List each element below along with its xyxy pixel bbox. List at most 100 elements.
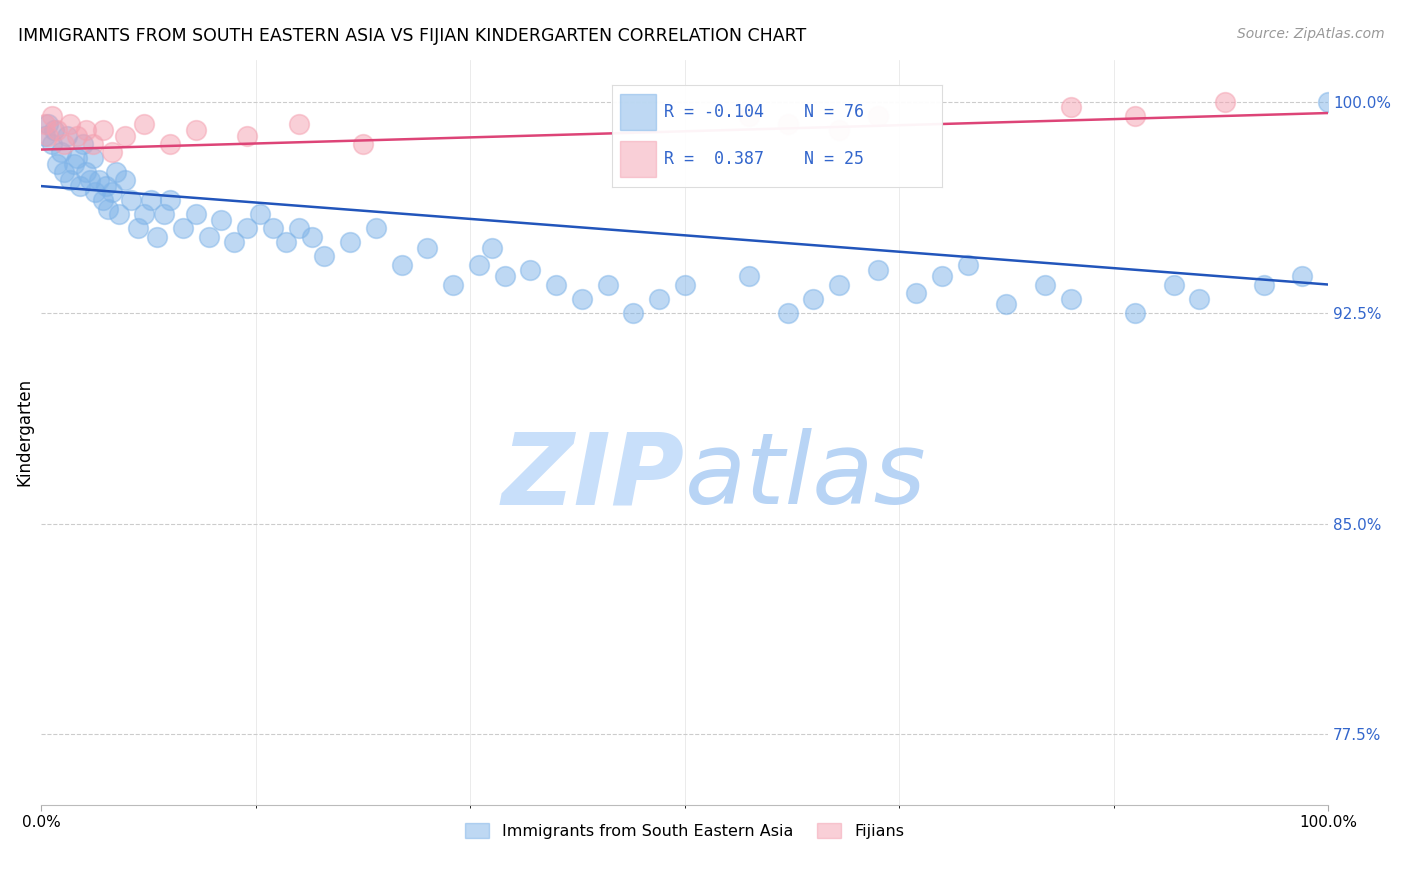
Point — [287, 117, 309, 131]
Point — [49, 145, 72, 160]
Point — [134, 207, 156, 221]
Text: R = -0.104    N = 76: R = -0.104 N = 76 — [665, 103, 865, 121]
Point — [828, 277, 851, 292]
Point — [44, 123, 66, 137]
Point — [416, 241, 439, 255]
Point — [1188, 292, 1211, 306]
Point — [197, 229, 219, 244]
Point — [262, 221, 284, 235]
Point — [519, 263, 541, 277]
Point — [184, 207, 207, 221]
Point — [776, 305, 799, 319]
Point — [1033, 277, 1056, 292]
Point — [287, 221, 309, 235]
Point — [1291, 269, 1313, 284]
Point — [236, 128, 259, 143]
Point — [931, 269, 953, 284]
Point — [1123, 305, 1146, 319]
Point — [1163, 277, 1185, 292]
Point — [79, 173, 101, 187]
Point — [146, 229, 169, 244]
Point — [97, 202, 120, 216]
Point — [866, 263, 889, 277]
Point — [159, 136, 181, 151]
Point — [1060, 292, 1083, 306]
Point — [364, 221, 387, 235]
Point — [82, 136, 104, 151]
Point — [571, 292, 593, 306]
Point — [41, 109, 63, 123]
Text: IMMIGRANTS FROM SOUTH EASTERN ASIA VS FIJIAN KINDERGARTEN CORRELATION CHART: IMMIGRANTS FROM SOUTH EASTERN ASIA VS FI… — [18, 27, 807, 45]
Point — [738, 269, 761, 284]
FancyBboxPatch shape — [620, 141, 657, 177]
Point — [114, 173, 136, 187]
Point — [114, 128, 136, 143]
Point — [494, 269, 516, 284]
Point — [391, 258, 413, 272]
Point — [1253, 277, 1275, 292]
Point — [172, 221, 194, 235]
Point — [91, 123, 114, 137]
Point — [89, 173, 111, 187]
Point — [37, 128, 59, 143]
Point — [59, 173, 82, 187]
Point — [53, 136, 76, 151]
Point — [152, 207, 174, 221]
Point — [274, 235, 297, 250]
Point — [481, 241, 503, 255]
Point — [441, 277, 464, 292]
Point — [94, 179, 117, 194]
Point — [75, 165, 97, 179]
Point — [120, 193, 142, 207]
Point — [314, 249, 336, 263]
Point — [828, 123, 851, 137]
Point — [596, 277, 619, 292]
Point — [45, 156, 67, 170]
Point — [59, 117, 82, 131]
Point — [66, 151, 89, 165]
Point — [1213, 95, 1236, 109]
Point — [224, 235, 246, 250]
Point — [249, 207, 271, 221]
FancyBboxPatch shape — [620, 94, 657, 130]
Point — [1123, 109, 1146, 123]
Point — [211, 212, 233, 227]
Point — [352, 136, 374, 151]
Text: Source: ZipAtlas.com: Source: ZipAtlas.com — [1237, 27, 1385, 41]
Point — [37, 117, 59, 131]
Point — [544, 277, 567, 292]
Point — [104, 165, 127, 179]
Point — [1317, 95, 1340, 109]
Point — [134, 117, 156, 131]
Point — [34, 117, 56, 131]
Point — [91, 193, 114, 207]
Point — [127, 221, 149, 235]
Text: ZIP: ZIP — [502, 428, 685, 525]
Point — [236, 221, 259, 235]
Point — [56, 128, 79, 143]
Point — [738, 109, 761, 123]
Y-axis label: Kindergarten: Kindergarten — [15, 378, 32, 486]
Point — [803, 292, 825, 306]
Point — [62, 156, 84, 170]
Point — [75, 123, 97, 137]
Point — [776, 117, 799, 131]
Point — [34, 128, 56, 143]
Point — [45, 123, 67, 137]
Legend: Immigrants from South Eastern Asia, Fijians: Immigrants from South Eastern Asia, Fiji… — [458, 816, 911, 845]
Point — [1060, 100, 1083, 114]
Point — [956, 258, 979, 272]
Point — [184, 123, 207, 137]
Point — [66, 128, 89, 143]
Point — [101, 185, 124, 199]
Point — [995, 297, 1018, 311]
Point — [866, 109, 889, 123]
Point — [301, 229, 323, 244]
Point — [468, 258, 491, 272]
Text: atlas: atlas — [685, 428, 927, 525]
Point — [159, 193, 181, 207]
Point — [621, 305, 644, 319]
Point — [339, 235, 361, 250]
Text: R =  0.387    N = 25: R = 0.387 N = 25 — [665, 150, 865, 168]
Point — [53, 165, 76, 179]
